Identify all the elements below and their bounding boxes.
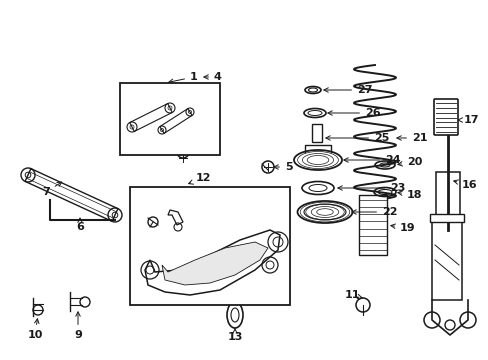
Text: 20: 20 <box>397 157 422 167</box>
Bar <box>358 195 386 255</box>
Text: 15: 15 <box>176 202 191 212</box>
Text: 6: 6 <box>76 218 84 232</box>
Polygon shape <box>129 104 172 131</box>
Text: 17: 17 <box>457 115 479 125</box>
Bar <box>431 220 461 300</box>
Polygon shape <box>162 242 267 285</box>
Text: 25: 25 <box>325 133 388 143</box>
Text: 18: 18 <box>397 190 422 200</box>
Text: 24: 24 <box>343 155 400 165</box>
Bar <box>311 124 321 142</box>
Bar <box>429 214 463 222</box>
Bar <box>435 172 459 230</box>
Text: 23: 23 <box>337 183 405 193</box>
Text: 26: 26 <box>327 108 380 118</box>
Text: 1: 1 <box>168 72 197 84</box>
Text: 16: 16 <box>453 180 477 190</box>
Text: 5: 5 <box>273 162 292 172</box>
Text: 9: 9 <box>74 312 82 340</box>
Text: 14: 14 <box>130 207 152 217</box>
Bar <box>130 187 289 305</box>
Text: 8: 8 <box>166 135 180 148</box>
Text: 11: 11 <box>344 290 362 300</box>
Polygon shape <box>145 230 280 295</box>
Text: 7: 7 <box>42 182 61 197</box>
Text: 3: 3 <box>149 108 159 120</box>
Bar <box>120 83 220 155</box>
Text: 4: 4 <box>203 72 222 82</box>
Polygon shape <box>168 210 183 225</box>
Text: 27: 27 <box>323 85 372 95</box>
Polygon shape <box>160 109 192 133</box>
Text: 10: 10 <box>27 319 42 340</box>
FancyBboxPatch shape <box>433 99 457 135</box>
Text: 22: 22 <box>351 207 397 217</box>
Text: 13: 13 <box>227 329 242 342</box>
Text: 2: 2 <box>181 108 194 118</box>
Text: 21: 21 <box>396 133 427 143</box>
Text: 12: 12 <box>188 173 211 184</box>
Text: 19: 19 <box>390 223 415 233</box>
